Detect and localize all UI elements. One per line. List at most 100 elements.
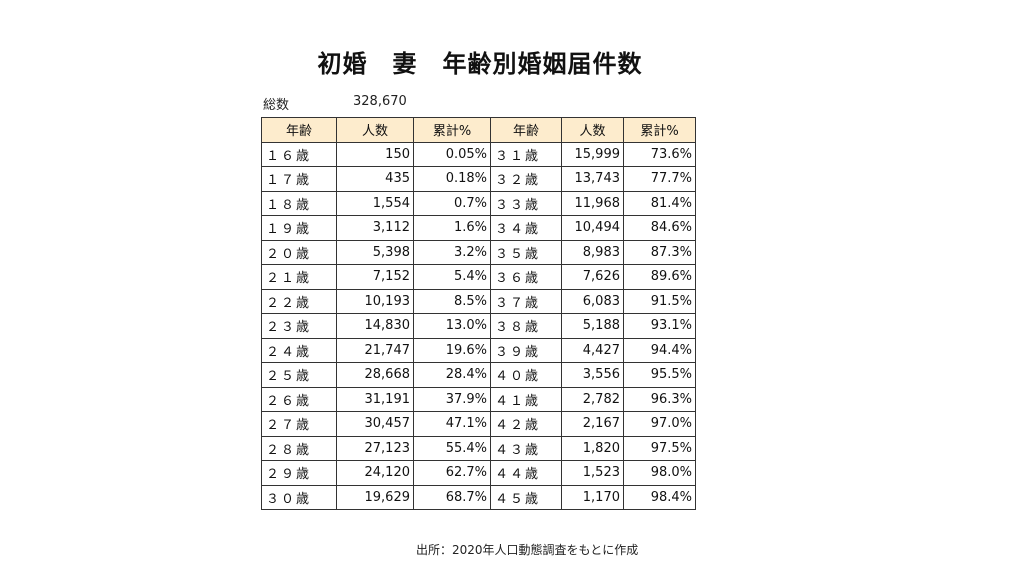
cell-age-left: ２３歳 xyxy=(261,313,337,339)
table-row: ２４歳 21,747 19.6% ３９歳 4,427 94.4% xyxy=(261,337,696,363)
cell-count-right: 2,782 xyxy=(561,386,624,412)
table-row: ２２歳 10,193 8.5% ３７歳 6,083 91.5% xyxy=(261,288,696,314)
total-label: 総数 xyxy=(263,98,290,113)
cell-count-left: 5,398 xyxy=(336,239,414,265)
cell-count-right: 5,188 xyxy=(561,313,624,339)
cell-cumulative-right: 84.6% xyxy=(623,215,696,241)
cell-count-right: 6,083 xyxy=(561,288,624,314)
cell-cumulative-right: 89.6% xyxy=(623,264,696,290)
cell-count-right: 13,743 xyxy=(561,166,624,192)
cell-age-right: ３９歳 xyxy=(490,337,562,363)
header-count-right: 人数 xyxy=(561,117,624,143)
cell-count-right: 8,983 xyxy=(561,239,624,265)
cell-age-left: １６歳 xyxy=(261,141,337,167)
cell-age-right: ４０歳 xyxy=(490,362,562,388)
cell-cumulative-right: 95.5% xyxy=(623,362,696,388)
cell-age-left: ２４歳 xyxy=(261,337,337,363)
cell-cumulative-right: 93.1% xyxy=(623,313,696,339)
cell-count-left: 19,629 xyxy=(336,484,414,510)
table-row: ２８歳 27,123 55.4% ４３歳 1,820 97.5% xyxy=(261,435,696,461)
total-summary: 総数 328,670 xyxy=(263,94,407,113)
cell-age-left: ２２歳 xyxy=(261,288,337,314)
cell-cumulative-left: 28.4% xyxy=(413,362,491,388)
cell-count-left: 1,554 xyxy=(336,190,414,216)
cell-age-right: ３７歳 xyxy=(490,288,562,314)
cell-cumulative-right: 94.4% xyxy=(623,337,696,363)
cell-age-right: ３３歳 xyxy=(490,190,562,216)
cell-age-right: ３６歳 xyxy=(490,264,562,290)
header-age-left: 年齢 xyxy=(261,117,337,143)
cell-count-left: 435 xyxy=(336,166,414,192)
cell-count-right: 1,170 xyxy=(561,484,624,510)
cell-age-right: ４２歳 xyxy=(490,411,562,437)
cell-count-right: 15,999 xyxy=(561,141,624,167)
cell-cumulative-right: 73.6% xyxy=(623,141,696,167)
table-row: １７歳 435 0.18% ３２歳 13,743 77.7% xyxy=(261,166,696,192)
cell-age-right: ４４歳 xyxy=(490,460,562,486)
cell-cumulative-left: 47.1% xyxy=(413,411,491,437)
page-title: 初婚 妻 年齢別婚姻届件数 xyxy=(317,50,643,78)
total-value: 328,670 xyxy=(353,94,407,109)
table-row: ２９歳 24,120 62.7% ４４歳 1,523 98.0% xyxy=(261,460,696,486)
header-cumulative-right: 累計% xyxy=(623,117,696,143)
cell-count-right: 10,494 xyxy=(561,215,624,241)
cell-age-left: ２７歳 xyxy=(261,411,337,437)
cell-count-left: 31,191 xyxy=(336,386,414,412)
cell-count-left: 14,830 xyxy=(336,313,414,339)
table-row: ２０歳 5,398 3.2% ３５歳 8,983 87.3% xyxy=(261,239,696,265)
cell-count-left: 7,152 xyxy=(336,264,414,290)
table-row: ２５歳 28,668 28.4% ４０歳 3,556 95.5% xyxy=(261,362,696,388)
cell-count-left: 30,457 xyxy=(336,411,414,437)
cell-count-left: 150 xyxy=(336,141,414,167)
cell-count-left: 10,193 xyxy=(336,288,414,314)
cell-age-left: ２５歳 xyxy=(261,362,337,388)
cell-age-right: ３２歳 xyxy=(490,166,562,192)
marriage-count-table: 年齢 人数 累計% 年齢 人数 累計% １６歳 150 0.05% ３１歳 15,999… xyxy=(261,117,696,510)
cell-cumulative-right: 91.5% xyxy=(623,288,696,314)
table-row: １６歳 150 0.05% ３１歳 15,999 73.6% xyxy=(261,141,696,167)
cell-count-right: 4,427 xyxy=(561,337,624,363)
cell-cumulative-left: 55.4% xyxy=(413,435,491,461)
table-header-row: 年齢 人数 累計% 年齢 人数 累計% xyxy=(261,117,696,143)
cell-age-left: ２１歳 xyxy=(261,264,337,290)
table-row: １８歳 1,554 0.7% ３３歳 11,968 81.4% xyxy=(261,190,696,216)
cell-cumulative-right: 97.0% xyxy=(623,411,696,437)
cell-cumulative-left: 8.5% xyxy=(413,288,491,314)
table-row: ２３歳 14,830 13.0% ３８歳 5,188 93.1% xyxy=(261,313,696,339)
cell-age-left: １９歳 xyxy=(261,215,337,241)
cell-cumulative-right: 96.3% xyxy=(623,386,696,412)
cell-age-left: ２０歳 xyxy=(261,239,337,265)
cell-age-right: ４３歳 xyxy=(490,435,562,461)
cell-count-left: 3,112 xyxy=(336,215,414,241)
cell-age-right: ３１歳 xyxy=(490,141,562,167)
cell-count-left: 24,120 xyxy=(336,460,414,486)
cell-count-right: 2,167 xyxy=(561,411,624,437)
cell-cumulative-right: 97.5% xyxy=(623,435,696,461)
cell-age-right: ３８歳 xyxy=(490,313,562,339)
cell-age-right: ４５歳 xyxy=(490,484,562,510)
cell-count-right: 7,626 xyxy=(561,264,624,290)
table-row: ３０歳 19,629 68.7% ４５歳 1,170 98.4% xyxy=(261,484,696,510)
cell-cumulative-right: 81.4% xyxy=(623,190,696,216)
cell-age-right: ４１歳 xyxy=(490,386,562,412)
cell-cumulative-left: 37.9% xyxy=(413,386,491,412)
cell-cumulative-left: 1.6% xyxy=(413,215,491,241)
cell-cumulative-right: 77.7% xyxy=(623,166,696,192)
table-row: ２６歳 31,191 37.9% ４１歳 2,782 96.3% xyxy=(261,386,696,412)
cell-age-left: ２８歳 xyxy=(261,435,337,461)
cell-cumulative-left: 19.6% xyxy=(413,337,491,363)
header-age-right: 年齢 xyxy=(490,117,562,143)
cell-age-right: ３４歳 xyxy=(490,215,562,241)
cell-cumulative-right: 98.0% xyxy=(623,460,696,486)
cell-count-right: 11,968 xyxy=(561,190,624,216)
cell-cumulative-right: 87.3% xyxy=(623,239,696,265)
cell-age-right: ３５歳 xyxy=(490,239,562,265)
cell-cumulative-left: 5.4% xyxy=(413,264,491,290)
source-note: 出所：2020年人口動態調査をもとに作成 xyxy=(416,543,639,557)
header-cumulative-left: 累計% xyxy=(413,117,491,143)
cell-count-right: 1,820 xyxy=(561,435,624,461)
cell-count-left: 21,747 xyxy=(336,337,414,363)
cell-cumulative-right: 98.4% xyxy=(623,484,696,510)
header-count-left: 人数 xyxy=(336,117,414,143)
cell-count-right: 3,556 xyxy=(561,362,624,388)
